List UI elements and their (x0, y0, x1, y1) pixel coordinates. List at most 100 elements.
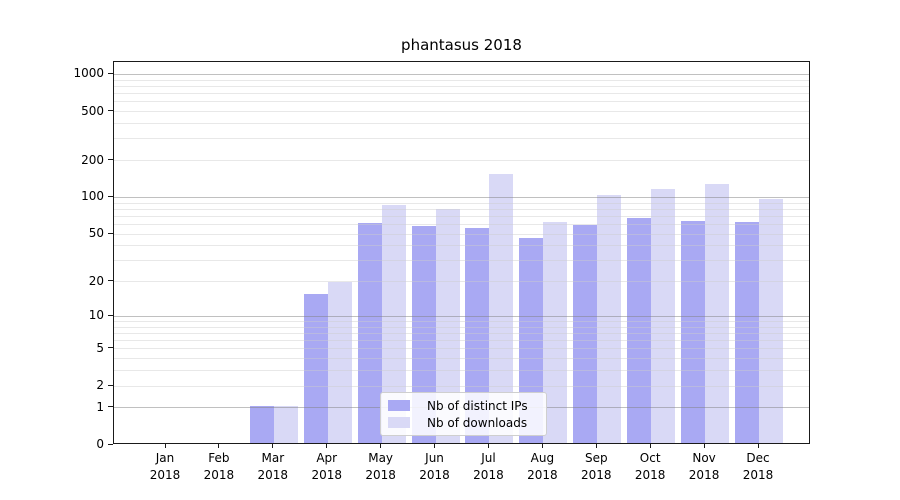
x-tick-mark (326, 444, 328, 448)
x-tick-label: Mar 2018 (241, 450, 305, 484)
x-tick-mark (164, 444, 166, 448)
x-tick-month: May (368, 451, 394, 465)
bar-distinct-ips (681, 220, 706, 443)
y-tick-label: 1000 (73, 66, 104, 81)
x-tick-label: Jun 2018 (403, 450, 467, 484)
x-tick-year: 2018 (419, 468, 450, 482)
y-tick-label: 100 (81, 189, 104, 204)
x-tick-year: 2018 (688, 468, 720, 482)
chart-title: phantasus 2018 (401, 36, 522, 54)
bar-downloads (327, 282, 352, 443)
x-tick-year: 2018 (742, 468, 774, 482)
x-tick-year: 2018 (257, 468, 289, 482)
x-tick-year: 2018 (203, 468, 235, 482)
minor-gridline (114, 111, 809, 113)
legend-swatch-distinct-ips (388, 400, 410, 411)
x-tick-label: Nov 2018 (672, 450, 736, 484)
x-tick-mark (595, 444, 597, 448)
x-tick-mark (487, 444, 489, 448)
x-tick-month: Oct (639, 451, 661, 465)
x-tick-month: Jun (425, 451, 444, 465)
x-tick-label: Oct 2018 (618, 450, 682, 484)
legend-entry-distinct-ips: Nb of distinct IPs (388, 399, 536, 413)
legend-entry-downloads: Nb of downloads (388, 416, 536, 430)
legend-label-distinct-ips: Nb of distinct IPs (427, 398, 528, 413)
legend-label-downloads: Nb of downloads (427, 415, 528, 430)
x-tick-year: 2018 (527, 468, 558, 482)
bar-downloads (651, 189, 676, 443)
x-tick-month: Aug (530, 451, 555, 465)
y-tick-mark (108, 384, 113, 386)
x-tick-month: Nov (692, 451, 716, 465)
y-tick-label: 0 (96, 437, 104, 451)
x-tick-label: Sep 2018 (564, 450, 628, 484)
bar-downloads (543, 221, 568, 443)
x-tick-label: Aug 2018 (510, 450, 574, 484)
x-tick-year: 2018 (365, 468, 396, 482)
bar-downloads (705, 184, 730, 443)
y-tick-label: 50 (88, 226, 104, 241)
bar-distinct-ips (303, 294, 328, 443)
y-tick-mark (108, 110, 113, 112)
x-tick-label: Apr 2018 (295, 450, 359, 484)
x-tick-label: Feb 2018 (187, 450, 251, 484)
y-tick-mark (108, 195, 113, 197)
x-tick-mark (703, 444, 705, 448)
bar-downloads (273, 405, 298, 443)
major-gridline (114, 73, 809, 75)
y-tick-label: 1 (96, 399, 104, 414)
bar-distinct-ips (573, 225, 598, 443)
x-tick-mark (380, 444, 382, 448)
x-tick-year: 2018 (311, 468, 342, 482)
y-tick-mark (108, 314, 113, 316)
x-tick-label: Jan 2018 (133, 450, 197, 484)
x-tick-year: 2018 (473, 468, 504, 482)
y-tick-label: 500 (81, 103, 104, 118)
x-tick-year: 2018 (634, 468, 666, 482)
y-tick-mark (108, 232, 113, 234)
x-tick-label: Dec 2018 (726, 450, 790, 484)
minor-gridline (114, 79, 809, 81)
y-tick-mark (108, 159, 113, 161)
x-tick-mark (649, 444, 651, 448)
x-tick-label: Jul 2018 (456, 450, 520, 484)
x-tick-mark (541, 444, 543, 448)
x-tick-mark (757, 444, 759, 448)
x-tick-year: 2018 (149, 468, 181, 482)
bar-distinct-ips (735, 221, 759, 443)
minor-gridline (114, 138, 809, 140)
legend: Nb of distinct IPs Nb of downloads (380, 392, 547, 436)
y-tick-label: 5 (96, 340, 104, 355)
minor-gridline (114, 93, 809, 95)
x-tick-mark (434, 444, 436, 448)
y-tick-mark (108, 443, 113, 445)
x-tick-month: Mar (261, 451, 285, 465)
x-tick-month: Sep (584, 451, 608, 465)
y-tick-mark (108, 280, 113, 282)
bar-downloads (759, 199, 783, 443)
y-tick-label: 20 (88, 273, 104, 288)
minor-gridline (114, 85, 809, 87)
x-tick-mark (272, 444, 274, 448)
x-tick-month: Apr (316, 451, 338, 465)
y-tick-mark (108, 347, 113, 349)
minor-gridline (114, 123, 809, 124)
x-tick-year: 2018 (580, 468, 612, 482)
legend-swatch-downloads (388, 417, 410, 428)
y-tick-mark (108, 72, 113, 74)
plot-area: Nb of distinct IPs Nb of downloads (113, 61, 810, 444)
minor-gridline (114, 160, 809, 162)
x-tick-label: May 2018 (349, 450, 413, 484)
y-tick-mark (108, 406, 113, 408)
x-tick-month: Feb (208, 451, 230, 465)
x-tick-month: Jul (481, 451, 496, 465)
bar-distinct-ips (249, 405, 274, 443)
x-tick-month: Dec (746, 451, 770, 465)
y-tick-label: 10 (88, 308, 104, 323)
x-tick-month: Jan (155, 451, 175, 465)
bar-distinct-ips (357, 222, 382, 443)
y-tick-label: 2 (96, 378, 104, 393)
x-tick-mark (218, 444, 220, 448)
bar-distinct-ips (627, 218, 652, 443)
